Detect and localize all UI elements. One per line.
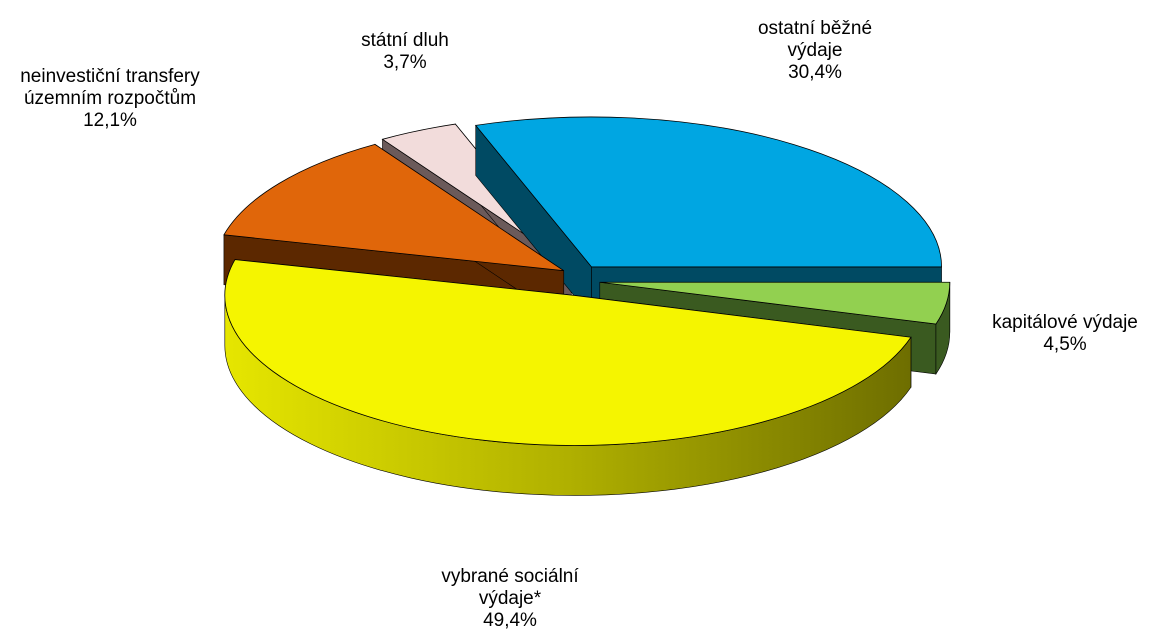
- slice: [224, 259, 912, 446]
- slice: [599, 281, 951, 325]
- value-label: 4,5%: [1043, 334, 1087, 355]
- slice: [223, 143, 564, 272]
- slice-label: ostatní běžné výdaje 30,4%: [730, 18, 900, 84]
- value-label: 49,4%: [483, 610, 537, 631]
- category-name: státní dluh: [361, 30, 449, 51]
- value-label: 12,1%: [83, 110, 137, 131]
- slice-label: neinvestiční transfery územním rozpočtům…: [5, 66, 215, 132]
- category-name: neinvestiční transfery územním rozpočtům: [20, 66, 200, 109]
- slice-label: státní dluh 3,7%: [330, 30, 480, 74]
- slice-label: vybrané sociální výdaje* 49,4%: [410, 566, 610, 632]
- value-label: 3,7%: [383, 52, 427, 73]
- slice-label: kapitálové výdaje 4,5%: [950, 312, 1165, 356]
- category-name: ostatní běžné výdaje: [757, 18, 873, 61]
- value-label: 30,4%: [788, 62, 842, 83]
- category-name: vybrané sociální výdaje*: [441, 566, 579, 609]
- category-name: kapitálové výdaje: [992, 312, 1138, 333]
- slice: [474, 116, 942, 268]
